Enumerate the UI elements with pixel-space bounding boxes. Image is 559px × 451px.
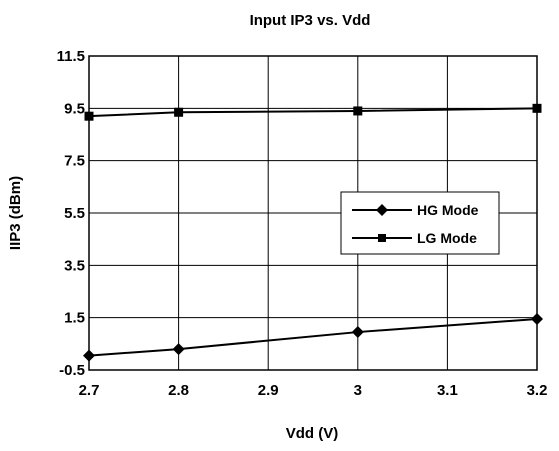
y-tick-label: 1.5 xyxy=(64,310,85,327)
x-tick-label: 3 xyxy=(354,382,362,399)
y-tick-label: 9.5 xyxy=(64,100,85,117)
y-tick-label: 3.5 xyxy=(64,257,85,274)
legend-label-lg: LG Mode xyxy=(417,230,477,246)
x-tick-label: 3.2 xyxy=(527,382,548,399)
y-tick-label: 11.5 xyxy=(57,48,85,65)
x-tick-label: 2.7 xyxy=(79,382,100,399)
legend-box xyxy=(340,191,500,255)
x-tick-label: 3.1 xyxy=(437,382,458,399)
data-point-hg-mode xyxy=(531,312,543,325)
x-tick-label: 2.8 xyxy=(168,382,189,399)
data-point-lg-mode xyxy=(532,103,542,113)
series-line-hg-mode xyxy=(88,317,538,357)
series-group xyxy=(83,103,543,362)
x-tick-labels: 2.7 2.8 2.9 3 3.1 3.2 xyxy=(79,382,548,399)
legend-marker-hg xyxy=(376,204,388,216)
data-point-lg-mode xyxy=(174,107,184,117)
data-point-hg-mode xyxy=(172,343,185,356)
data-point-hg-mode xyxy=(351,326,364,339)
y-tick-label: 5.5 xyxy=(64,205,85,222)
x-tick-label: 2.9 xyxy=(258,382,279,399)
y-tick-labels: -0.5 1.5 3.5 5.5 7.5 9.5 11.5 xyxy=(57,48,85,379)
data-point-lg-mode xyxy=(353,106,363,116)
x-axis-label: Vdd (V) xyxy=(286,425,339,442)
y-axis-label: IIP3 (dBm) xyxy=(7,176,24,250)
legend: HG Mode LG Mode xyxy=(340,191,500,255)
series-line-lg-mode xyxy=(88,107,538,118)
legend-marker-lg xyxy=(378,234,386,242)
legend-label-hg: HG Mode xyxy=(417,202,479,218)
data-point-lg-mode xyxy=(84,111,94,121)
data-point-hg-mode xyxy=(83,349,95,362)
chart-title: Input IP3 vs. Vdd xyxy=(250,12,371,29)
plot-area-frame xyxy=(88,55,538,371)
y-tick-label: -0.5 xyxy=(59,362,85,379)
y-tick-label: 7.5 xyxy=(64,153,85,170)
